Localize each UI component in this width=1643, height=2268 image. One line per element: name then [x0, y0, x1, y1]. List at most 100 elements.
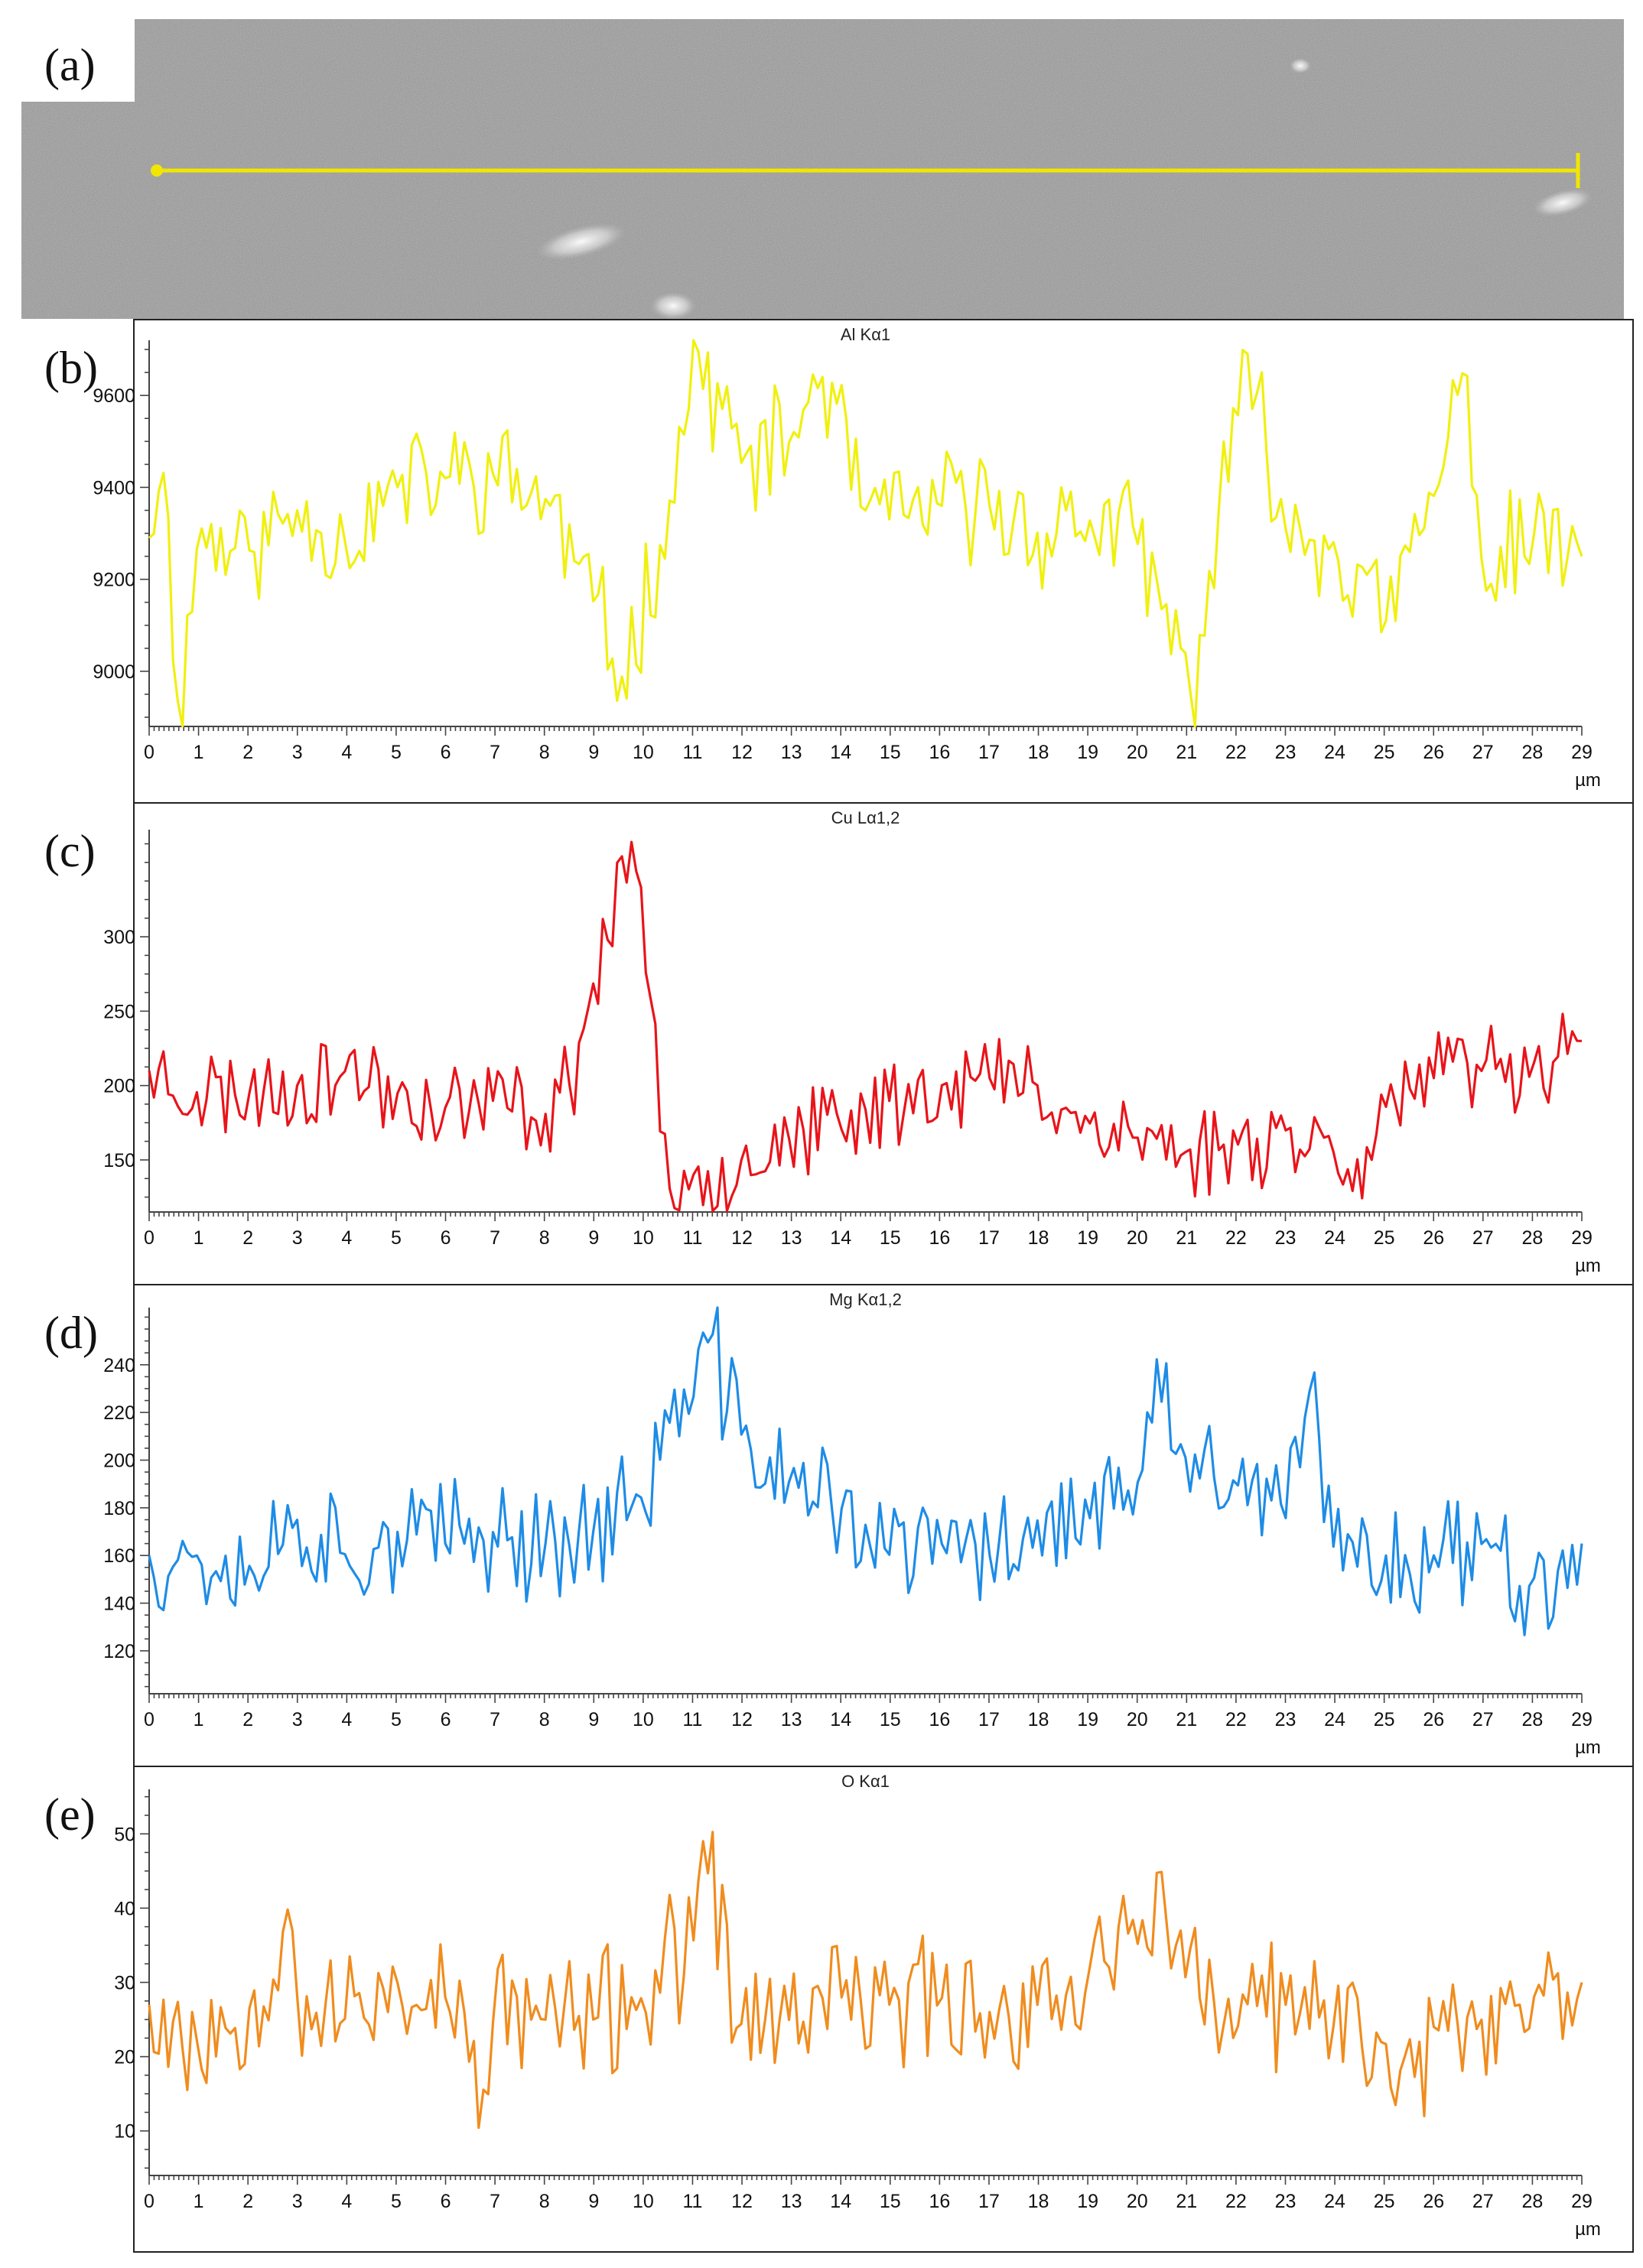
x-tick-label: 7: [490, 742, 500, 763]
series-line: [148, 840, 1583, 1213]
x-tick-label: 27: [1472, 742, 1494, 763]
x-tick-label: 4: [341, 742, 352, 763]
x-tick-label: 13: [781, 2191, 802, 2212]
y-tick-label: 300: [103, 927, 135, 948]
y-tick-label: 200: [103, 1451, 135, 1472]
x-tick-label: 24: [1324, 742, 1345, 763]
y-tick-label: 150: [103, 1150, 135, 1171]
x-axis-unit: µm: [1575, 2219, 1601, 2240]
x-tick-label: 22: [1225, 1227, 1247, 1249]
panel-label-background: [21, 19, 135, 102]
x-tick-label: 6: [441, 742, 451, 763]
x-tick-label: 14: [830, 1227, 851, 1249]
x-tick-label: 10: [633, 2191, 654, 2212]
x-tick-label: 0: [144, 742, 155, 763]
x-tick-label: 16: [929, 742, 950, 763]
series-line: [148, 1306, 1583, 1636]
x-tick-label: 23: [1275, 742, 1297, 763]
x-tick-label: 4: [341, 1227, 352, 1249]
x-tick-label: 28: [1522, 1227, 1544, 1249]
x-tick-label: 21: [1176, 2191, 1197, 2212]
x-tick-label: 25: [1374, 1227, 1395, 1249]
x-tick-label: 24: [1324, 2191, 1345, 2212]
x-tick-label: 22: [1225, 2191, 1247, 2212]
x-tick-label: 15: [880, 2191, 901, 2212]
x-tick-label: 6: [441, 1227, 451, 1249]
x-tick-label: 19: [1077, 1227, 1098, 1249]
x-tick-label: 21: [1176, 1709, 1197, 1730]
x-tick-label: 28: [1522, 742, 1544, 763]
x-axis-unit: µm: [1575, 1737, 1601, 1758]
panel-label: (e): [44, 1789, 96, 1840]
x-tick-label: 2: [242, 1227, 253, 1249]
x-tick-label: 3: [292, 2191, 303, 2212]
x-tick-label: 18: [1028, 742, 1049, 763]
panel-frame: [133, 1766, 1634, 2253]
x-tick-label: 11: [682, 1709, 702, 1730]
y-tick-label: 9600: [93, 385, 135, 407]
x-tick-label: 10: [633, 1709, 654, 1730]
x-tick-label: 8: [539, 742, 550, 763]
x-tick-label: 5: [391, 1709, 402, 1730]
panel-label: (c): [44, 826, 96, 876]
chart-panel: (d)Mg Kα1,20 1 2 3 4 5 6 7 8 9 10 11 12 13 14 15 16 17 18 1…: [21, 1284, 1634, 1767]
x-tick-label: 16: [929, 2191, 950, 2212]
x-tick-label: 20: [1127, 2191, 1148, 2212]
x-tick-label: 1: [194, 1709, 204, 1730]
x-axis-unit: µm: [1575, 770, 1601, 791]
chart-title: Cu Lα1,2: [831, 808, 900, 827]
x-tick-label: 26: [1423, 1227, 1444, 1249]
precipitate-particle: [1290, 58, 1311, 73]
x-tick-label: 5: [391, 1227, 402, 1249]
y-tick-label: 160: [103, 1545, 135, 1567]
x-tick-label: 18: [1028, 2191, 1049, 2212]
y-tick-label: 240: [103, 1355, 135, 1376]
chart-panel: (c)Cu Lα1,20 1 2 3 4 5 6 7 8 9 10 11 12 13 14 15 16 17 18 1…: [21, 802, 1634, 1285]
x-tick-label: 15: [880, 742, 901, 763]
x-tick-label: 7: [490, 1227, 500, 1249]
panel-label: (d): [44, 1308, 98, 1358]
x-tick-label: 28: [1522, 2191, 1544, 2212]
panel-label: (a): [44, 40, 96, 90]
x-tick-label: 4: [341, 2191, 352, 2212]
x-tick-label: 2: [242, 742, 253, 763]
x-tick-label: 0: [144, 2191, 155, 2212]
x-tick-label: 17: [978, 742, 1000, 763]
x-tick-label: 20: [1127, 1709, 1148, 1730]
x-tick-label: 24: [1324, 1709, 1345, 1730]
x-tick-label: 1: [194, 742, 204, 763]
x-tick-label: 13: [781, 1227, 802, 1249]
x-tick-label: 23: [1275, 2191, 1297, 2212]
x-tick-label: 22: [1225, 1709, 1247, 1730]
x-tick-label: 17: [978, 2191, 1000, 2212]
x-tick-label: 25: [1374, 2191, 1395, 2212]
x-tick-label: 29: [1571, 1709, 1593, 1730]
x-tick-label: 28: [1522, 1709, 1544, 1730]
y-tick-label: 50: [114, 1824, 135, 1845]
y-tick-label: 9200: [93, 570, 135, 591]
x-tick-label: 5: [391, 742, 402, 763]
y-tick-label: 120: [103, 1641, 135, 1662]
x-tick-label: 8: [539, 2191, 550, 2212]
x-tick-label: 20: [1127, 1227, 1148, 1249]
x-tick-label: 3: [292, 1227, 303, 1249]
panel-label-background: [21, 1769, 132, 1845]
x-tick-label: 21: [1176, 742, 1197, 763]
x-tick-label: 3: [292, 742, 303, 763]
x-tick-label: 14: [830, 1709, 851, 1730]
precipitate-particle: [650, 292, 696, 320]
series-line: [148, 1831, 1583, 2130]
y-tick-label: 9000: [93, 661, 135, 683]
x-tick-label: 27: [1472, 2191, 1494, 2212]
x-tick-label: 19: [1077, 742, 1098, 763]
x-tick-label: 12: [731, 1709, 753, 1730]
chart-title: O Kα1: [841, 1772, 890, 1791]
x-tick-label: 13: [781, 1709, 802, 1730]
y-tick-label: 9400: [93, 477, 135, 499]
x-tick-label: 16: [929, 1227, 950, 1249]
x-tick-label: 9: [588, 2191, 599, 2212]
x-tick-label: 6: [441, 1709, 451, 1730]
x-tick-label: 14: [830, 742, 851, 763]
x-tick-label: 9: [588, 1227, 599, 1249]
